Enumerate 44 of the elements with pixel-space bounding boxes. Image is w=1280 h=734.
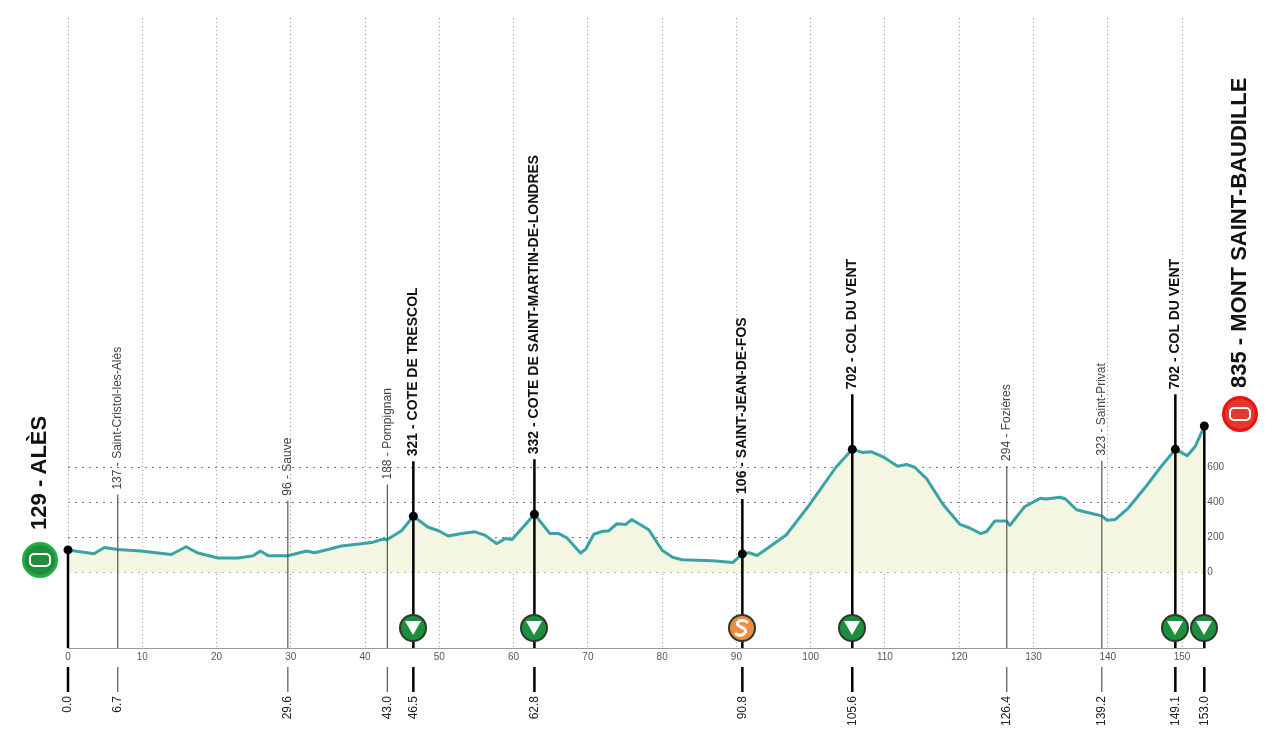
- x-tick-label: 50: [433, 650, 446, 662]
- ref-line-label: 96 - Sauve: [280, 437, 295, 496]
- ref-line-label: 332 - COTE DE SAINT-MARTIN-DE-LONDRES: [525, 154, 542, 455]
- x-tick-label: 120: [950, 650, 969, 662]
- x2-tick-label: 126.4: [999, 695, 1014, 727]
- y-tick-label: 400: [1207, 496, 1225, 508]
- x-tick-label: 80: [656, 650, 669, 662]
- y-tick-label: 200: [1207, 531, 1225, 543]
- ref-line-label: 323 - Saint-Privat: [1094, 362, 1109, 456]
- ref-line-label: 188 - Pompignan: [379, 388, 394, 480]
- x2-tick-label: 29.6: [280, 695, 295, 720]
- x2-tick-label: 153.0: [1196, 695, 1211, 727]
- x-tick-label: 90: [730, 650, 743, 662]
- ref-line-label: 321 - COTE DE TRESCOL: [404, 286, 421, 457]
- x2-tick-label: 6.7: [110, 695, 125, 713]
- x-tick-label: 20: [210, 650, 223, 662]
- x-tick-label: 30: [285, 650, 297, 662]
- x-tick-label: 0: [65, 650, 72, 662]
- x2-tick-label: 62.8: [526, 695, 541, 720]
- ref-line-label: 294 - Fozières: [999, 384, 1014, 461]
- x2-tick-label: 105.6: [844, 695, 859, 727]
- ref-line-label: 702 - COL DU VENT: [843, 258, 860, 390]
- x-tick-label: 150: [1173, 650, 1191, 662]
- x2-tick-label: 139.2: [1094, 695, 1109, 727]
- x-tick-label: 60: [508, 650, 520, 662]
- x-tick-label: 10: [136, 650, 149, 662]
- x-tick-label: 70: [582, 650, 594, 662]
- x-tick-label: 40: [359, 650, 372, 662]
- y-tick-label: 0: [1207, 566, 1214, 578]
- x2-tick-label: 149.1: [1167, 695, 1182, 727]
- ref-line-label: 835 - MONT SAINT-BAUDILLE: [1226, 77, 1252, 389]
- y-tick-label: 600: [1207, 461, 1225, 472]
- x-tick-label: 130: [1025, 650, 1043, 662]
- x2-tick-label: 43.0: [379, 695, 394, 720]
- x-tick-label: 100: [802, 650, 820, 662]
- ref-line-label: 702 - COL DU VENT: [1166, 258, 1183, 390]
- x2-tick-label: 90.8: [734, 695, 749, 720]
- x-tick-label: 140: [1099, 650, 1117, 662]
- ref-line-label: 106 - SAINT-JEAN-DE-FOS: [733, 317, 750, 494]
- ref-line-label: 137 - Saint-Cristol-les-Alès: [110, 346, 125, 490]
- x-tick-label: 110: [876, 650, 894, 662]
- x2-tick-label: 0.0: [60, 695, 75, 713]
- x2-tick-label: 46.5: [405, 695, 420, 720]
- ref-line-label: 129 - ALÈS: [26, 415, 52, 530]
